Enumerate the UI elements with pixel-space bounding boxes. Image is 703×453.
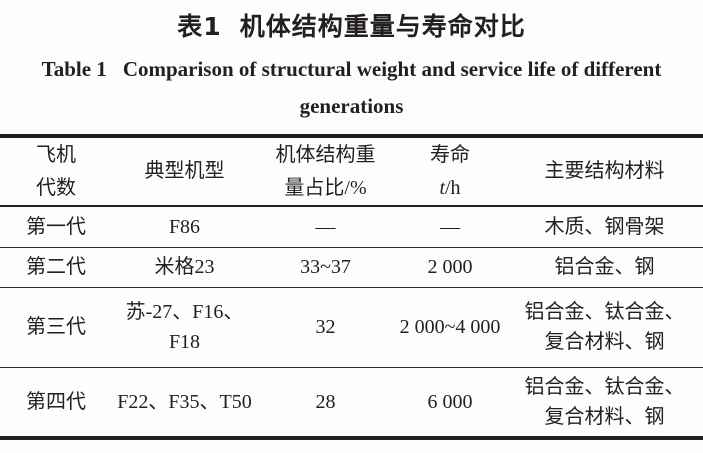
header-cell-models: 典型机型 (112, 136, 257, 206)
cell-materials-line1: 铝合金、钢 (554, 256, 655, 278)
cell-generation: 第一代 (26, 215, 86, 238)
cell-materials-line1: 铝合金、钛合金、 (524, 301, 685, 323)
cell-life: 2 000 (427, 256, 473, 278)
cell-generation: 第四代 (26, 390, 86, 413)
cell-life: 6 000 (427, 390, 473, 413)
cell-materials: 铝合金、钢 (506, 247, 703, 287)
cell-materials: 铝合金、钛合金、 复合材料、钢 (506, 287, 703, 367)
comparison-table: 飞机 代数 典型机型 机体结构重 量占比/% 寿命 t/h 主要结构材料 (0, 134, 703, 440)
header-weight-line2: 量占比/% (284, 176, 367, 199)
cell-models: F22、F35、T50 (117, 390, 252, 413)
cell-materials-line2: 复合材料、钢 (544, 405, 665, 428)
cell-weight-ratio: — (315, 215, 336, 238)
header-generation-line2: 代数 (36, 176, 76, 199)
table-caption-en: Table 1 Comparison of structural weight a… (0, 51, 703, 125)
header-life-unit: /h (445, 176, 461, 199)
table-header-row: 飞机 代数 典型机型 机体结构重 量占比/% 寿命 t/h 主要结构材料 (0, 136, 703, 206)
header-cell-life: 寿命 t/h (394, 136, 506, 206)
header-weight-line1: 机体结构重 (275, 143, 376, 166)
cell-life: — (440, 215, 460, 238)
table-caption-en-line2: generations (299, 94, 404, 118)
cell-models: F86 (168, 215, 201, 238)
cell-weight-ratio: 28 (315, 390, 336, 413)
header-generation-line1: 飞机 (36, 143, 76, 166)
cell-weight-ratio: 32 (315, 316, 336, 338)
header-models-line1: 典型机型 (144, 160, 225, 182)
table-row: 第三代 苏-27、F16、F18 32 2 000~4 000 铝合金、钛合金、… (0, 287, 703, 367)
cell-models: 苏-27、F16、F18 (125, 301, 244, 353)
table-row: 第一代 F86 — — 木质、钢骨架 (0, 206, 703, 247)
cell-models: 米格23 (154, 256, 215, 278)
table-caption-en-line1: Table 1 Comparison of structural weight a… (0, 51, 703, 88)
table-caption-zh-title: 机体结构重量与寿命对比 (239, 12, 526, 41)
cell-life: 2 000~4 000 (399, 316, 501, 338)
cell-materials: 木质、钢骨架 (506, 206, 703, 247)
header-cell-materials: 主要结构材料 (506, 136, 703, 206)
header-life-symbol: t (439, 176, 445, 199)
header-cell-weight-ratio: 机体结构重 量占比/% (257, 136, 394, 206)
table-row: 第二代 米格23 33~37 2 000 铝合金、钢 (0, 247, 703, 287)
cell-materials: 铝合金、钛合金、 复合材料、钢 (506, 367, 703, 438)
header-life-line1: 寿命 (430, 143, 470, 166)
table-caption-en-title: Comparison of structural weight and serv… (122, 57, 662, 81)
cell-materials-line1: 铝合金、钛合金、 (524, 375, 685, 398)
cell-weight-ratio: 33~37 (300, 256, 351, 278)
table-row: 第四代 F22、F35、T50 28 6 000 铝合金、钛合金、 复合材料、钢 (0, 367, 703, 438)
table-caption-zh: 表1 机体结构重量与寿命对比 (0, 0, 703, 43)
header-materials-line1: 主要结构材料 (544, 160, 665, 182)
header-life-line2: t/h (394, 172, 506, 205)
cell-materials-line1: 木质、钢骨架 (544, 215, 665, 238)
table-caption-en-label: Table 1 (41, 57, 107, 81)
table-caption-zh-label: 表1 (177, 12, 222, 41)
cell-materials-line2: 复合材料、钢 (544, 331, 665, 353)
cell-generation: 第二代 (26, 256, 86, 278)
header-cell-generation: 飞机 代数 (0, 136, 112, 206)
cell-generation: 第三代 (26, 316, 86, 338)
